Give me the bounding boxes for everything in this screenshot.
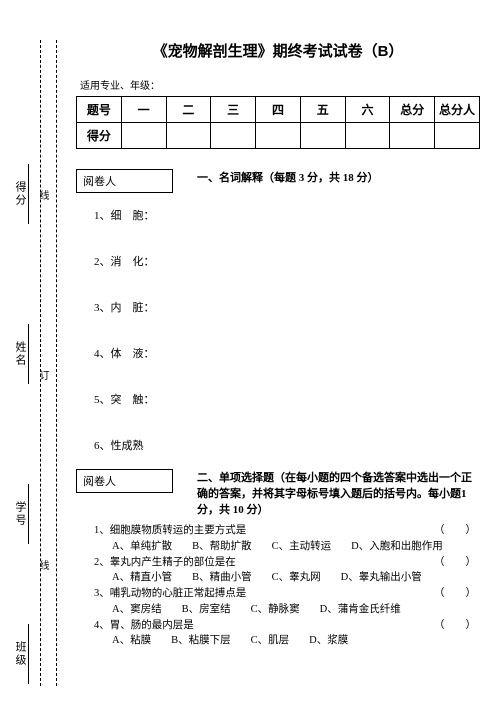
td-blank bbox=[166, 123, 211, 149]
mc-opt: B、帮助扩散 bbox=[192, 539, 252, 555]
td-blank bbox=[121, 123, 166, 149]
th: 题号 bbox=[77, 97, 122, 123]
td-blank bbox=[300, 123, 345, 149]
side-line bbox=[28, 484, 29, 544]
term-item: 4、体 液： bbox=[94, 345, 480, 361]
score-table: 题号 一 二 三 四 五 六 总分 总分人 得分 bbox=[76, 96, 480, 149]
side-label-area: 得分 姓名 学号 班级 bbox=[8, 0, 58, 706]
answer-paren: （ ） bbox=[434, 586, 476, 602]
side-label-name: 姓名 bbox=[12, 341, 28, 367]
applicable-line: 适用专业、年级： bbox=[80, 77, 480, 92]
mc-q-text: 3、哺乳动物的心脏正常起搏点是 bbox=[94, 588, 246, 599]
side-line bbox=[28, 164, 29, 224]
mc-opt: D、浆膜 bbox=[309, 633, 348, 649]
side-line bbox=[28, 624, 29, 684]
th: 一 bbox=[121, 97, 166, 123]
mc-q-text: 4、胃、肠的最内层是 bbox=[94, 620, 194, 631]
mc-opt: D、睾丸输出小管 bbox=[341, 570, 422, 586]
mc-opt: A、单纯扩散 bbox=[112, 539, 172, 555]
mc-opt: B、房室结 bbox=[182, 602, 231, 618]
mc-question: 3、哺乳动物的心脏正常起搏点是 （ ） bbox=[94, 586, 480, 602]
term-item: 5、突 触： bbox=[94, 391, 480, 407]
mc-opt: D、入胞和出胞作用 bbox=[351, 539, 443, 555]
mc-opt: C、睾丸网 bbox=[272, 570, 321, 586]
mc-opt: A、精直小管 bbox=[112, 570, 172, 586]
term-item: 6、性成熟 bbox=[94, 437, 480, 453]
mc-opt: D、蒲肯金氏纤维 bbox=[320, 602, 401, 618]
main-content: 《宠物解剖生理》期终考试试卷（B） 适用专业、年级： 题号 一 二 三 四 五 … bbox=[76, 40, 480, 649]
mc-options: A、窦房结 B、房室结 C、静脉窦 D、蒲肯金氏纤维 bbox=[112, 602, 480, 618]
examiner-box: 阅卷人 bbox=[76, 169, 173, 193]
exam-title: 《宠物解剖生理》期终考试试卷（B） bbox=[76, 40, 480, 61]
th: 四 bbox=[256, 97, 301, 123]
mc-opt: C、肌层 bbox=[251, 633, 290, 649]
examiner-label: 阅卷人 bbox=[83, 176, 116, 188]
mc-q-text: 2、睾丸内产生精子的部位是在 bbox=[94, 557, 236, 568]
answer-paren: （ ） bbox=[434, 618, 476, 634]
mc-opt: C、主动转运 bbox=[272, 539, 332, 555]
th: 六 bbox=[345, 97, 390, 123]
td-blank bbox=[435, 123, 480, 149]
mc-opt: B、粘膜下层 bbox=[171, 633, 231, 649]
mc-options: A、单纯扩散 B、帮助扩散 C、主动转运 D、入胞和出胞作用 bbox=[112, 539, 480, 555]
mc-opt: C、静脉窦 bbox=[251, 602, 300, 618]
side-label-class: 班级 bbox=[12, 641, 28, 667]
section-1-title: 一、名词解释（每题 3 分，共 18 分） bbox=[197, 169, 379, 185]
td-blank bbox=[345, 123, 390, 149]
mc-options: A、粘膜 B、粘膜下层 C、肌层 D、浆膜 bbox=[112, 633, 480, 649]
term-item: 2、消 化： bbox=[94, 253, 480, 269]
examiner-label: 阅卷人 bbox=[83, 476, 116, 488]
examiner-box: 阅卷人 bbox=[76, 469, 173, 493]
mc-question: 4、胃、肠的最内层是 （ ） bbox=[94, 618, 480, 634]
td-blank bbox=[256, 123, 301, 149]
mc-opt: B、精曲小管 bbox=[192, 570, 252, 586]
side-line bbox=[28, 324, 29, 384]
th: 二 bbox=[166, 97, 211, 123]
side-label-score: 得分 bbox=[12, 181, 28, 207]
answer-paren: （ ） bbox=[434, 523, 476, 539]
mc-opt: A、粘膜 bbox=[112, 633, 151, 649]
term-item: 1、细 胞： bbox=[94, 207, 480, 223]
th: 总分人 bbox=[435, 97, 480, 123]
th: 三 bbox=[211, 97, 256, 123]
td-blank bbox=[211, 123, 256, 149]
th: 总分 bbox=[390, 97, 435, 123]
mc-question: 1、细胞膜物质转运的主要方式是 （ ） bbox=[94, 523, 480, 539]
section-2-title: 二、单项选择题（在每小题的四个备选答案中选出一个正确的答案，并将其字母标号填入题… bbox=[197, 469, 480, 517]
answer-paren: （ ） bbox=[434, 555, 476, 571]
side-label-id: 学号 bbox=[12, 501, 28, 527]
th: 五 bbox=[300, 97, 345, 123]
td-blank bbox=[390, 123, 435, 149]
mc-options: A、精直小管 B、精曲小管 C、睾丸网 D、睾丸输出小管 bbox=[112, 570, 480, 586]
td-label: 得分 bbox=[77, 123, 122, 149]
term-item: 3、内 脏： bbox=[94, 299, 480, 315]
mc-question: 2、睾丸内产生精子的部位是在 （ ） bbox=[94, 555, 480, 571]
table-score-row: 得分 bbox=[77, 123, 480, 149]
section-1-header: 阅卷人 一、名词解释（每题 3 分，共 18 分） bbox=[76, 169, 480, 193]
mc-opt: A、窦房结 bbox=[112, 602, 162, 618]
table-header-row: 题号 一 二 三 四 五 六 总分 总分人 bbox=[77, 97, 480, 123]
mc-q-text: 1、细胞膜物质转运的主要方式是 bbox=[94, 525, 246, 536]
section-2-header: 阅卷人 二、单项选择题（在每小题的四个备选答案中选出一个正确的答案，并将其字母标… bbox=[76, 469, 480, 517]
